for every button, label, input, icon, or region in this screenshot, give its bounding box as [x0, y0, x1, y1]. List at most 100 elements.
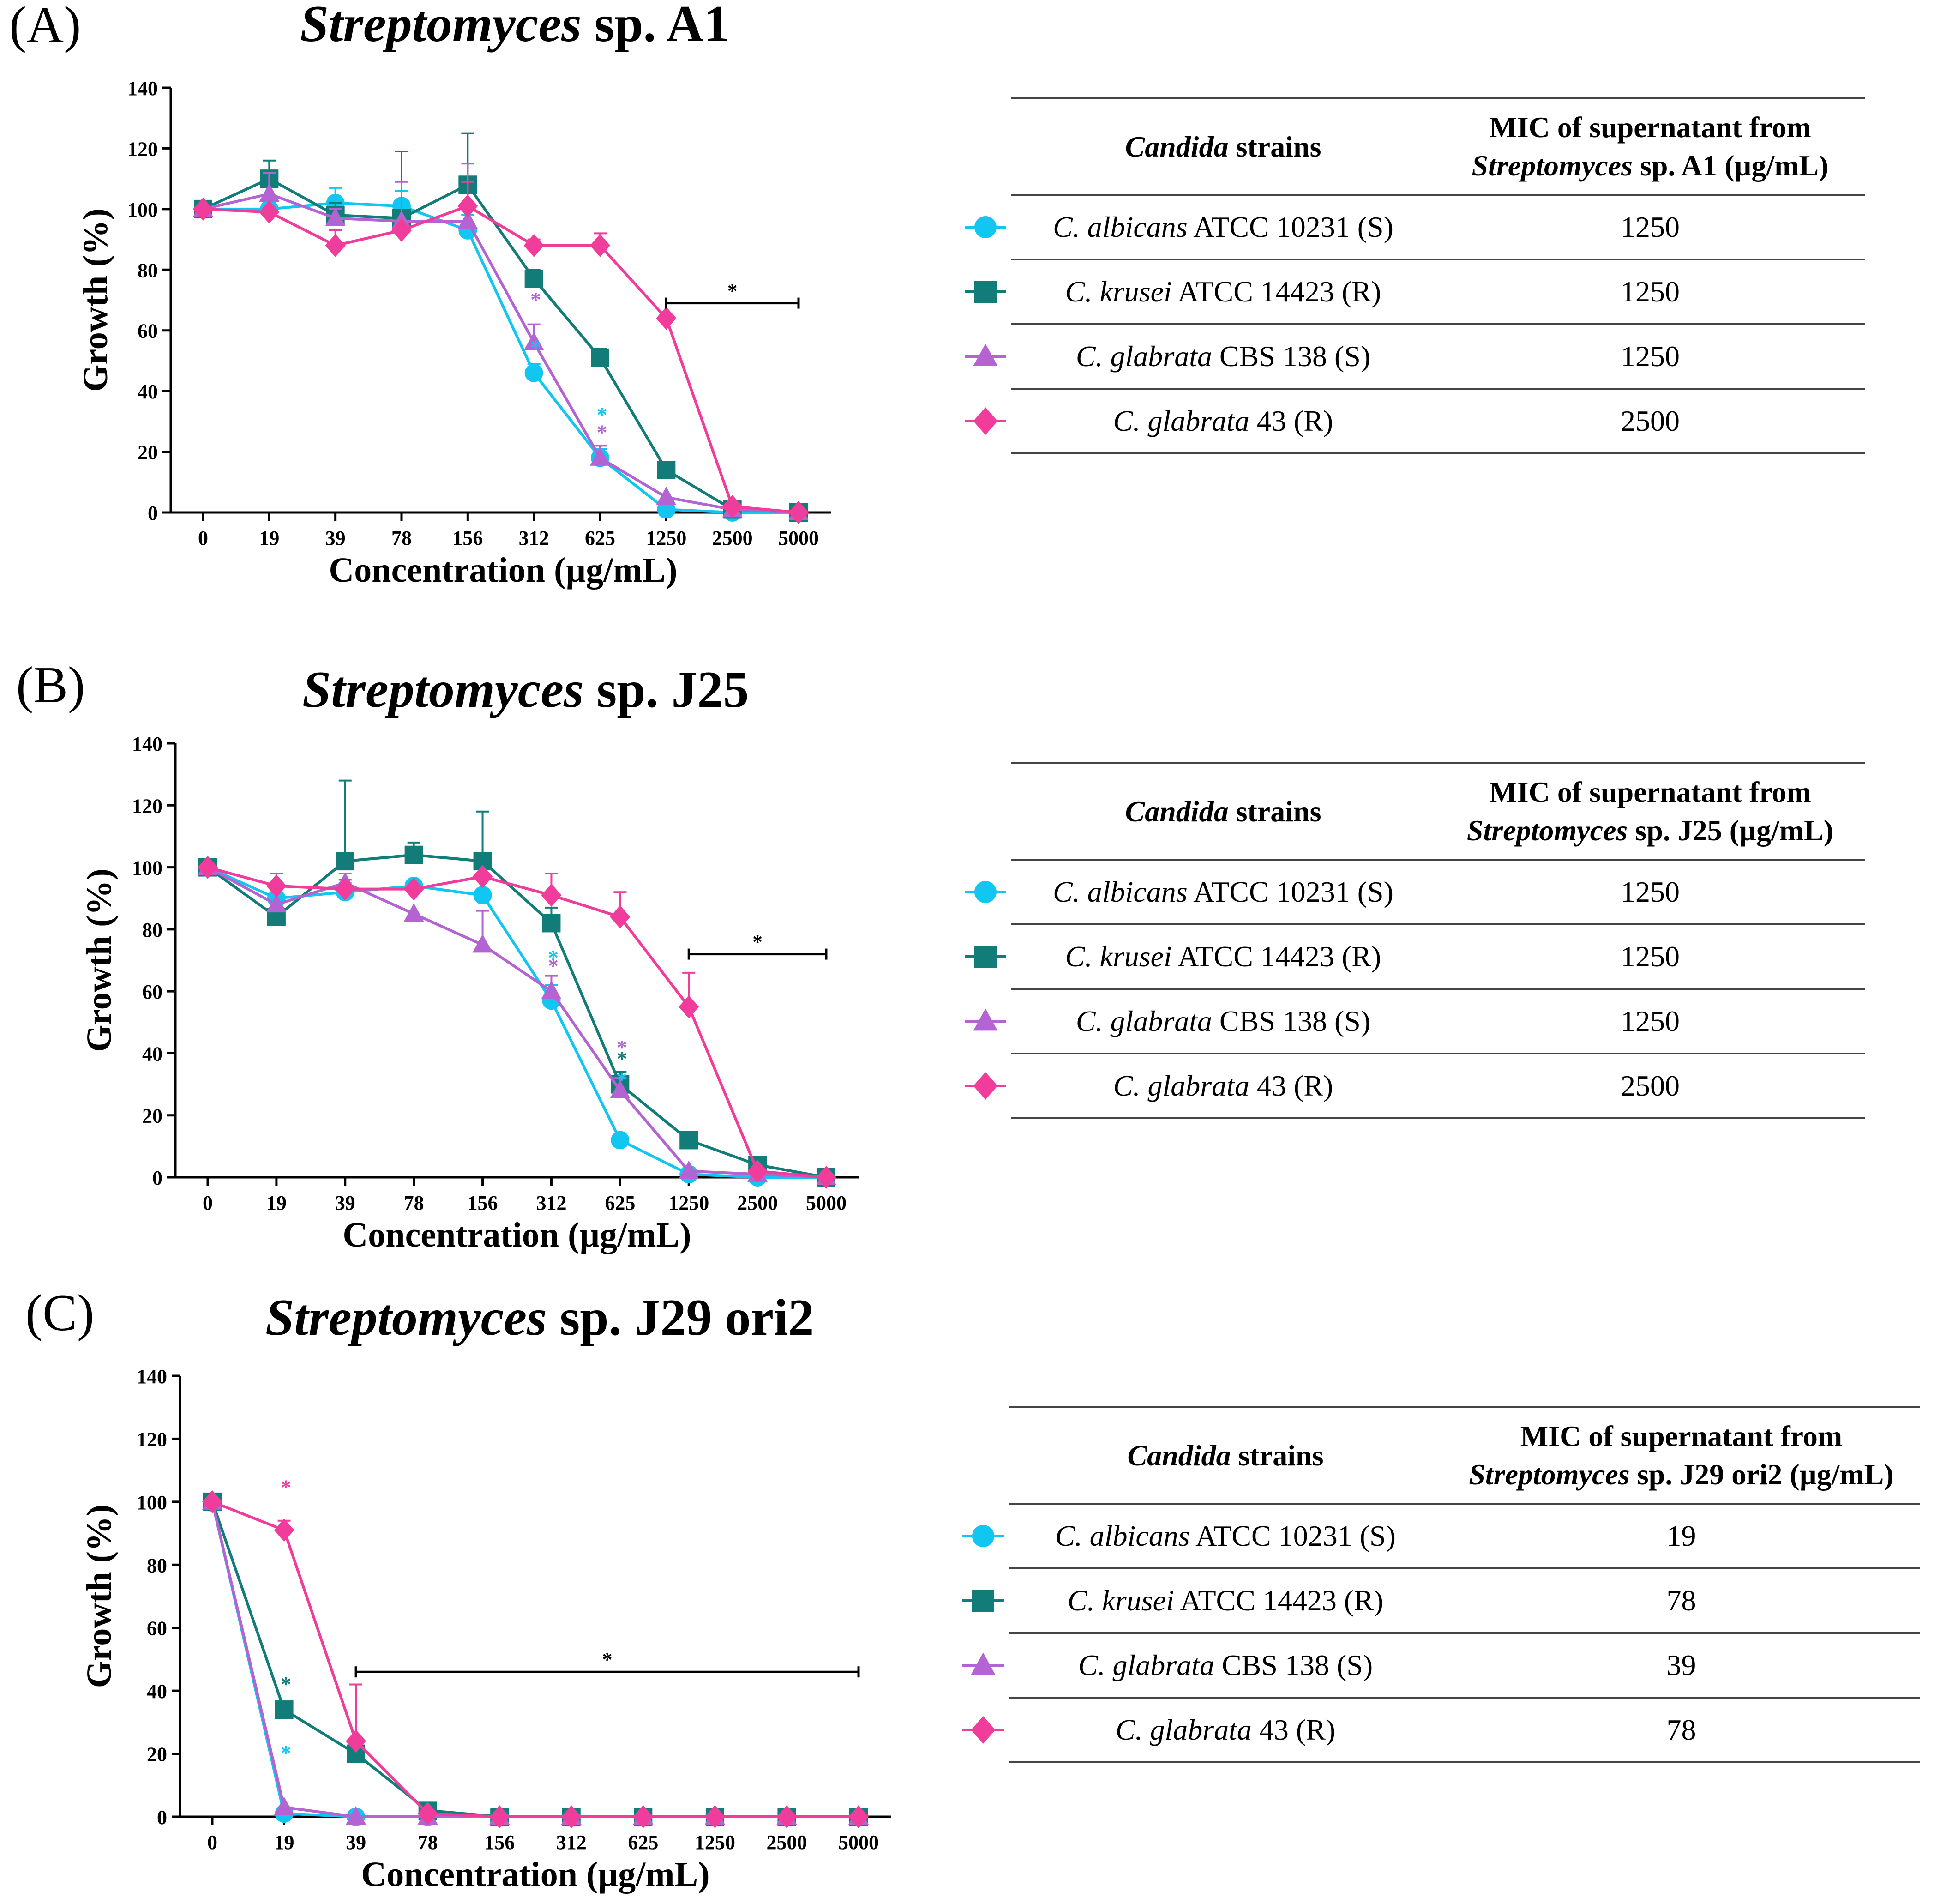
- significance-asterisk: *: [617, 1047, 627, 1071]
- mic-value: 2500: [1435, 389, 1865, 455]
- y-tick-label: 60: [138, 320, 158, 343]
- panel-title: Streptomyces sp. J25: [302, 660, 749, 720]
- series-krusei: [203, 1492, 868, 1826]
- x-tick-label: 19: [266, 1192, 287, 1214]
- data-point-triangle: [266, 894, 287, 913]
- strain-label: ATCC 10231 (S): [1187, 875, 1393, 909]
- mic-value: 1250: [1435, 324, 1865, 390]
- y-tick-label: 80: [142, 919, 162, 941]
- legend-symbol: [962, 1587, 1004, 1615]
- legend-symbol: [965, 278, 1006, 306]
- diamond-icon: [962, 1716, 1004, 1744]
- legend-marker: [972, 1590, 994, 1612]
- strain-species: C. glabrata: [1075, 340, 1212, 373]
- data-point-diamond: [816, 1166, 836, 1189]
- strain-cell: C. glabrata 43 (R): [965, 1054, 1435, 1120]
- panel-letter: (A): [9, 0, 81, 54]
- strain-species: C. albicans: [1053, 875, 1188, 909]
- strain-cell: C. glabrata CBS 138 (S): [965, 989, 1435, 1055]
- y-tick-label: 80: [147, 1554, 167, 1577]
- strain-label: ATCC 10231 (S): [1187, 211, 1393, 244]
- data-point-diamond: [193, 197, 213, 221]
- mic-table-row: C. albicans ATCC 10231 (S) 19: [962, 1504, 1920, 1570]
- legend-marker: [974, 881, 997, 904]
- y-tick-label: 100: [132, 857, 162, 880]
- legend-marker: [974, 281, 997, 303]
- x-tick-label: 0: [198, 527, 208, 549]
- strain-cell: C. albicans ATCC 10231 (S): [962, 1504, 1442, 1570]
- diamond-icon: [965, 1072, 1006, 1100]
- y-tick-label: 0: [152, 1167, 162, 1189]
- growth-chart-a: 0 20 40 60 80 100 120 140 0 19 39 78 156 312 625 1250 25…: [76, 77, 831, 590]
- data-point-diamond: [489, 1805, 510, 1828]
- strain-label: ATCC 10231 (S): [1189, 1519, 1396, 1553]
- x-axis-label: Concentration (µg/mL): [329, 551, 677, 590]
- mic-value: 1250: [1435, 259, 1865, 325]
- mic-value: 1250: [1435, 924, 1865, 990]
- legend-marker: [974, 946, 997, 968]
- x-tick-label: 39: [325, 527, 346, 549]
- strain-species: C. albicans: [1055, 1519, 1190, 1553]
- mic-table-a: Candida strains MIC of supernatant from S…: [965, 96, 1865, 455]
- header-mic: MIC of supernatant from Streptomyces sp. …: [1435, 761, 1865, 861]
- axes: 0 20 40 60 80 100 120 140 0 19 39 78 156 312 625 1250 25…: [132, 733, 859, 1214]
- x-tick-label: 39: [346, 1831, 366, 1854]
- series-albicans: [203, 1492, 868, 1826]
- strain-label: CBS 138 (S): [1214, 1649, 1373, 1682]
- data-point-diamond: [633, 1805, 654, 1828]
- significance-bracket: *: [665, 280, 800, 309]
- y-tick-label: 120: [137, 1428, 167, 1451]
- data-point-triangle: [274, 1796, 294, 1815]
- x-tick-label: 78: [404, 1192, 424, 1214]
- x-tick-label: 156: [452, 527, 483, 549]
- data-point-diamond: [457, 194, 478, 218]
- mic-table-row: C. glabrata CBS 138 (S) 1250: [965, 989, 1865, 1055]
- x-tick-label: 1250: [646, 527, 686, 549]
- mic-table-row: C. krusei ATCC 14423 (R) 1250: [965, 259, 1865, 325]
- strain-cell: C. albicans ATCC 10231 (S): [965, 860, 1435, 926]
- strain-cell: C. glabrata 43 (R): [962, 1698, 1442, 1764]
- mic-value: 2500: [1435, 1054, 1865, 1120]
- series-glabrata_cbs: [193, 163, 809, 520]
- x-tick-label: 78: [418, 1831, 438, 1854]
- legend-marker: [972, 1525, 994, 1548]
- x-tick-label: 1250: [668, 1192, 709, 1214]
- x-tick-label: 78: [391, 527, 412, 549]
- strain-label: 43 (R): [1251, 1713, 1336, 1747]
- strain-species: C. glabrata: [1113, 1069, 1249, 1103]
- y-tick-label: 0: [157, 1806, 167, 1829]
- series-glabrata_43: [202, 1490, 869, 1828]
- series-line: [207, 866, 827, 1179]
- x-tick-label: 2500: [766, 1831, 807, 1854]
- strain-cell: C. krusei ATCC 14423 (R): [965, 259, 1435, 325]
- data-point-triangle: [403, 903, 424, 922]
- data-point-diamond: [274, 1518, 294, 1542]
- data-point-diamond: [523, 234, 544, 257]
- strain-cell: C. glabrata CBS 138 (S): [965, 324, 1435, 390]
- triangle-icon: [965, 343, 1006, 366]
- series-line: [203, 204, 799, 514]
- growth-chart-c: 0 20 40 60 80 100 120 140 0 19 39 78 156 312 625 1250 25…: [80, 1365, 891, 1894]
- data-point-circle: [611, 1131, 630, 1150]
- y-tick-label: 20: [142, 1105, 162, 1127]
- mic-table-row: C. glabrata CBS 138 (S) 1250: [965, 324, 1865, 390]
- legend-symbol: [962, 1716, 1004, 1744]
- x-tick-label: 5000: [838, 1831, 879, 1854]
- bracket-asterisk: *: [727, 280, 738, 302]
- data-point-diamond: [325, 234, 346, 257]
- mic-value: 1250: [1435, 989, 1865, 1055]
- legend-symbol: [962, 1651, 1004, 1679]
- strain-species: C. glabrata: [1078, 1649, 1214, 1682]
- panel-title-genus: Streptomyces: [265, 1289, 547, 1346]
- data-point-diamond: [590, 234, 610, 257]
- legend-marker: [973, 1008, 998, 1031]
- data-point-diamond: [202, 1490, 222, 1513]
- legend-marker: [971, 1716, 996, 1744]
- data-point-diamond: [403, 877, 424, 901]
- significance-asterisk: *: [597, 403, 607, 427]
- data-point-square: [524, 270, 543, 288]
- strain-cell: C. glabrata 43 (R): [965, 389, 1435, 455]
- series-albicans: [198, 858, 835, 1187]
- axes: 0 20 40 60 80 100 120 140 0 19 39 78 156 312 625 1250 25…: [127, 77, 831, 549]
- panel-title-strain: sp. J25: [583, 661, 749, 718]
